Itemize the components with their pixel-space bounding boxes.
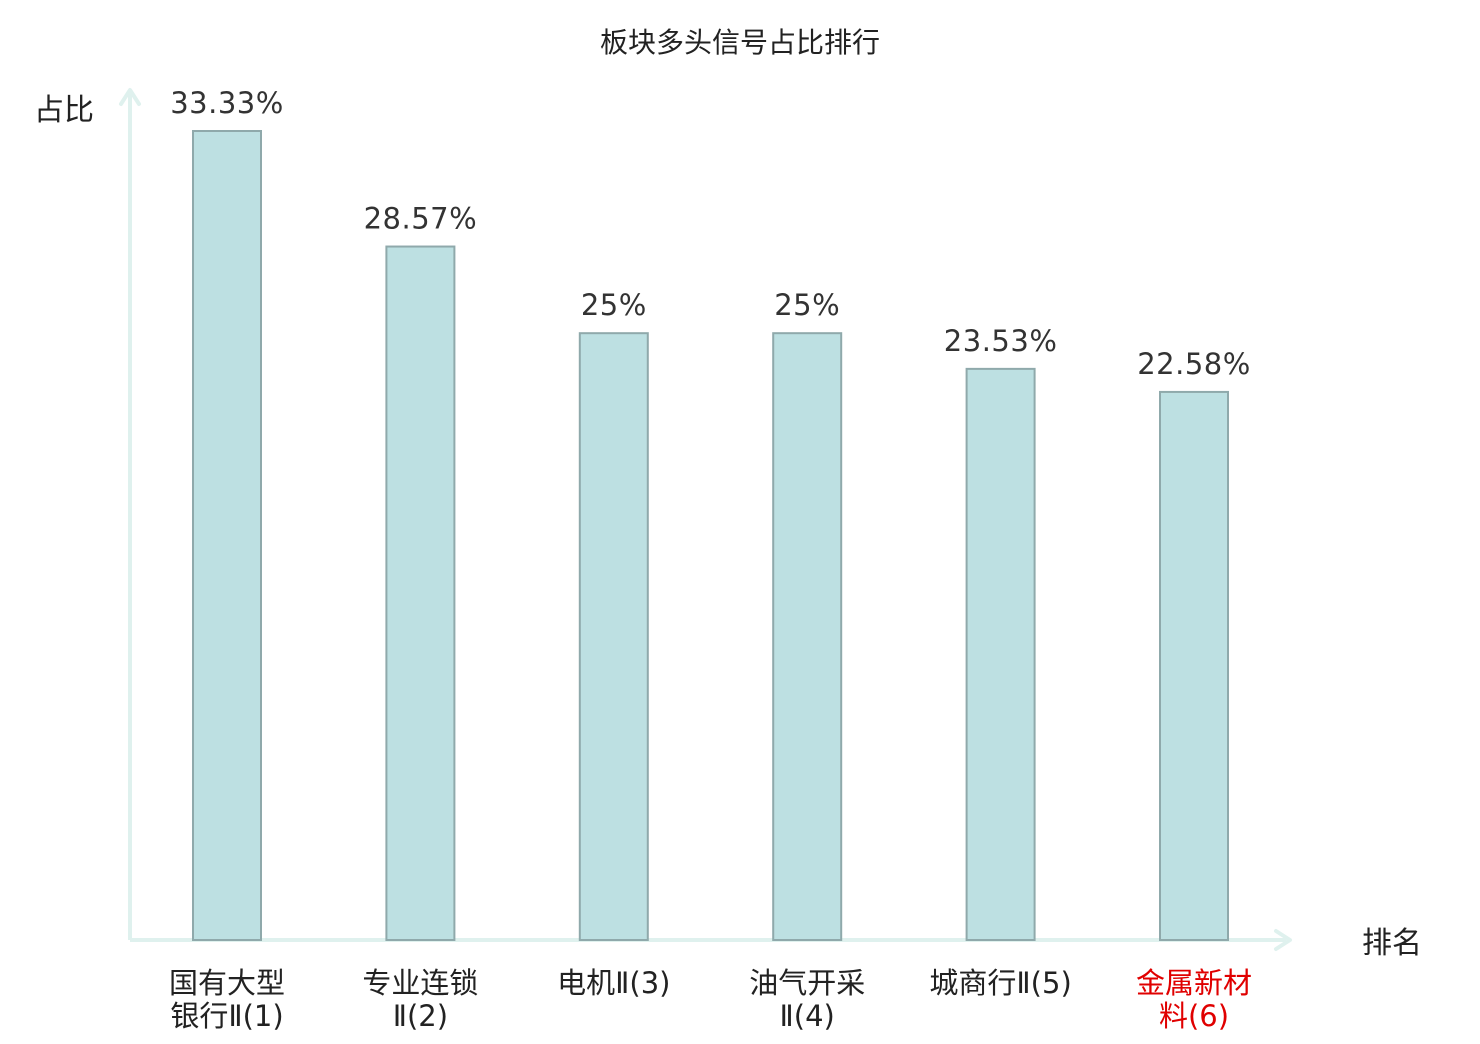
bar-value-label: 25% bbox=[774, 288, 840, 322]
bar bbox=[385, 245, 456, 942]
value-labels-group: 33.33% 28.57% 25% 25% 23.53% 22.58% bbox=[170, 86, 1251, 381]
chart-title: 板块多头信号占比排行 bbox=[600, 26, 880, 59]
x-axis-arrow-icon bbox=[1274, 929, 1292, 951]
x-tick-label: 国有大型 bbox=[169, 966, 285, 1000]
x-axis-label: 排名 bbox=[1362, 926, 1422, 961]
bars-group bbox=[192, 130, 1229, 942]
y-axis-label: 占比 bbox=[34, 93, 94, 128]
bar bbox=[965, 367, 1036, 941]
bar bbox=[578, 332, 649, 941]
bar-value-label: 23.53% bbox=[944, 324, 1058, 358]
x-tick-label: 料(6) bbox=[1159, 999, 1229, 1033]
bar-value-label: 28.57% bbox=[364, 202, 478, 236]
bar-value-label: 22.58% bbox=[1137, 347, 1251, 381]
x-tick-label: 电机Ⅱ(3) bbox=[557, 966, 670, 1000]
x-tick-label: 专业连锁 bbox=[362, 966, 478, 1000]
bar bbox=[192, 130, 262, 941]
x-tick-label: Ⅱ(2) bbox=[393, 999, 448, 1033]
bar-value-label: 33.33% bbox=[170, 86, 284, 120]
x-tick-label: 城商行Ⅱ(5) bbox=[929, 966, 1071, 1000]
bar bbox=[1159, 390, 1229, 941]
x-tick-label: 银行Ⅱ(1) bbox=[170, 999, 283, 1033]
x-tick-label: 金属新材 bbox=[1136, 966, 1252, 1000]
bar-value-label: 25% bbox=[581, 288, 647, 322]
bar bbox=[772, 332, 843, 941]
x-tick-label: Ⅱ(4) bbox=[780, 999, 835, 1033]
axes bbox=[119, 88, 1292, 951]
y-axis-arrow-icon bbox=[119, 88, 141, 106]
x-tick-label: 油气开采 bbox=[749, 966, 865, 1000]
